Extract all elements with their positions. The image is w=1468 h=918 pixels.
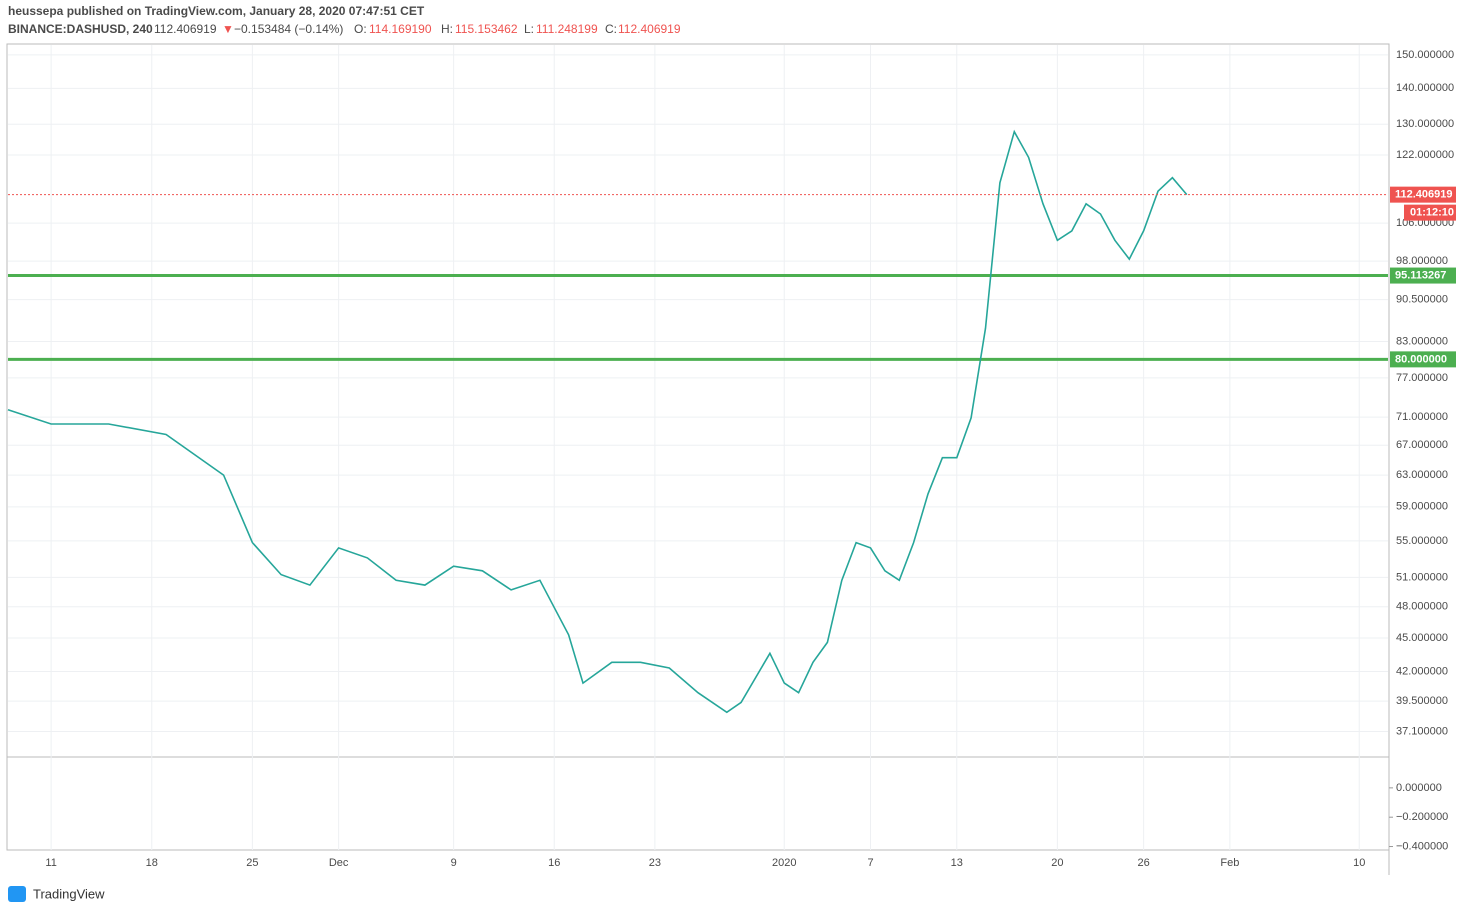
y-tick-label: 42.000000	[1396, 665, 1448, 677]
y-tick-label: 140.000000	[1396, 82, 1454, 94]
y-tick-label: 90.500000	[1396, 294, 1448, 306]
author-line: heussepa published on TradingView.com, J…	[8, 4, 425, 18]
level-badge	[1390, 267, 1456, 284]
y-tick-label: 59.000000	[1396, 501, 1448, 513]
y-tick-label: 37.100000	[1396, 725, 1448, 737]
indicator-tick-label: −0.400000	[1396, 840, 1448, 852]
last-price: 112.406919	[154, 22, 217, 36]
open-label: O:	[354, 22, 367, 36]
x-tick-label: 26	[1138, 857, 1150, 869]
x-tick-label: 11	[45, 857, 56, 869]
x-tick-label: 9	[451, 857, 457, 869]
symbol: BINANCE:DASHUSD, 240	[8, 22, 153, 36]
low: 111.248199	[536, 22, 598, 36]
last-price-label: 112.406919	[1395, 189, 1453, 201]
x-tick-label: Dec	[329, 857, 349, 869]
y-tick-label: 63.000000	[1396, 469, 1448, 481]
x-tick-label: 18	[146, 857, 158, 869]
indicator-tick-label: −0.200000	[1396, 811, 1448, 823]
high-label: H:	[441, 22, 453, 36]
close-label: C:	[605, 22, 617, 36]
y-tick-label: 67.000000	[1396, 439, 1448, 451]
y-tick-label: 55.000000	[1396, 535, 1448, 547]
countdown-badge	[1404, 204, 1456, 221]
x-tick-label: 20	[1051, 857, 1063, 869]
y-tick-label: 150.000000	[1396, 49, 1454, 61]
x-tick-label: 10	[1353, 857, 1365, 869]
x-tick-label: 25	[246, 857, 258, 869]
last-price-badge	[1390, 186, 1456, 203]
x-tick-label: 13	[951, 857, 963, 869]
x-tick-label: 16	[548, 857, 560, 869]
y-tick-label: 71.000000	[1396, 411, 1448, 423]
x-tick-label: 7	[867, 857, 873, 869]
close: 112.406919	[618, 22, 681, 36]
level-label: 95.113267	[1395, 269, 1446, 281]
plot-frame	[6, 43, 1390, 851]
y-tick-label: 45.000000	[1396, 632, 1448, 644]
logo	[8, 886, 26, 902]
change-arrow: ▼	[222, 22, 234, 36]
brand: TradingView	[33, 886, 105, 901]
x-tick-label: Feb	[1220, 857, 1239, 869]
level-badge	[1390, 351, 1456, 368]
x-tick-label: 2020	[772, 857, 796, 869]
indicator-tick-label: 0.000000	[1396, 782, 1442, 794]
x-tick-label: 23	[649, 857, 661, 869]
y-tick-label: 48.000000	[1396, 601, 1448, 613]
y-tick-label: 98.000000	[1396, 255, 1448, 267]
countdown: 01:12:10	[1410, 207, 1454, 219]
y-tick-label: 122.000000	[1396, 149, 1454, 161]
change: −0.153484 (−0.14%)	[234, 22, 343, 36]
y-tick-label: 51.000000	[1396, 571, 1448, 583]
high: 115.153462	[455, 22, 518, 36]
y-tick-label: 77.000000	[1396, 372, 1448, 384]
price-line	[7, 129, 1188, 714]
y-tick-label: 130.000000	[1396, 118, 1454, 130]
level-label: 80.000000	[1395, 353, 1447, 365]
low-label: L:	[524, 22, 534, 36]
open: 114.169190	[369, 22, 432, 36]
y-tick-label: 83.000000	[1396, 335, 1448, 347]
y-tick-label: 39.500000	[1396, 695, 1448, 707]
